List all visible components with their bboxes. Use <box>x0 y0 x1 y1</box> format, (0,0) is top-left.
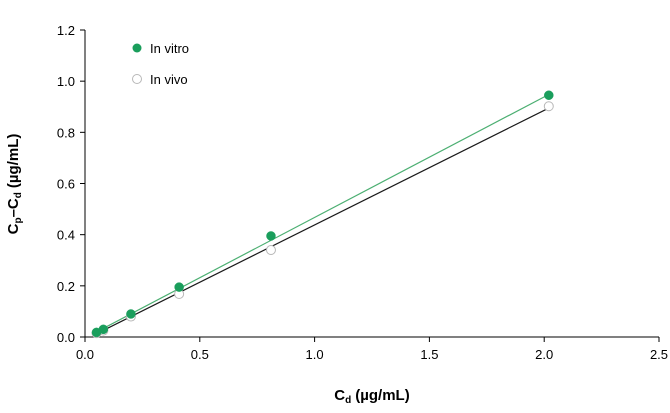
fit-line-in-vitro <box>93 93 550 334</box>
x-tick-label: 1.0 <box>306 347 324 362</box>
point-in-vivo <box>543 101 554 112</box>
x-tick-label: 2.5 <box>650 347 668 362</box>
legend-label-in-vitro: In vitro <box>150 41 189 56</box>
y-tick-label: 0.4 <box>57 228 75 243</box>
y-tick-label: 1.0 <box>57 74 75 89</box>
fit-lines <box>93 93 550 336</box>
y-axis-label: Cp–Cd(µg/mL) <box>5 134 24 235</box>
legend-marker-in-vivo <box>132 74 142 84</box>
x-tick-label: 0.5 <box>191 347 209 362</box>
point-in-vitro <box>266 231 276 241</box>
point-in-vitro <box>98 324 109 335</box>
y-tick-label: 0.6 <box>57 177 75 192</box>
x-tick-label: 2.0 <box>535 347 553 362</box>
y-tick-label: 0.8 <box>57 125 75 140</box>
fit-line-in-vivo <box>93 107 550 336</box>
y-tick-label: 1.2 <box>57 23 75 38</box>
x-axis-label: Cd (µg/mL) <box>334 387 409 406</box>
point-in-vitro <box>174 282 184 292</box>
point-in-vitro <box>126 309 136 319</box>
legend-label-in-vivo: In vivo <box>150 72 188 87</box>
point-in-vitro <box>544 90 554 100</box>
legend-marker-in-vitro <box>132 43 142 53</box>
data-points <box>91 90 554 339</box>
y-ticks: 0.0 0.2 0.4 0.6 0.8 1.0 1.2 <box>57 23 85 345</box>
x-tick-label: 1.5 <box>420 347 438 362</box>
point-in-vivo <box>265 245 276 256</box>
legend: In vitro In vivo <box>132 41 189 87</box>
y-tick-label: 0.0 <box>57 330 75 345</box>
x-ticks: 0.0 0.5 1.0 1.5 2.0 2.5 <box>76 337 668 362</box>
y-tick-label: 0.2 <box>57 279 75 294</box>
x-tick-label: 0.0 <box>76 347 94 362</box>
